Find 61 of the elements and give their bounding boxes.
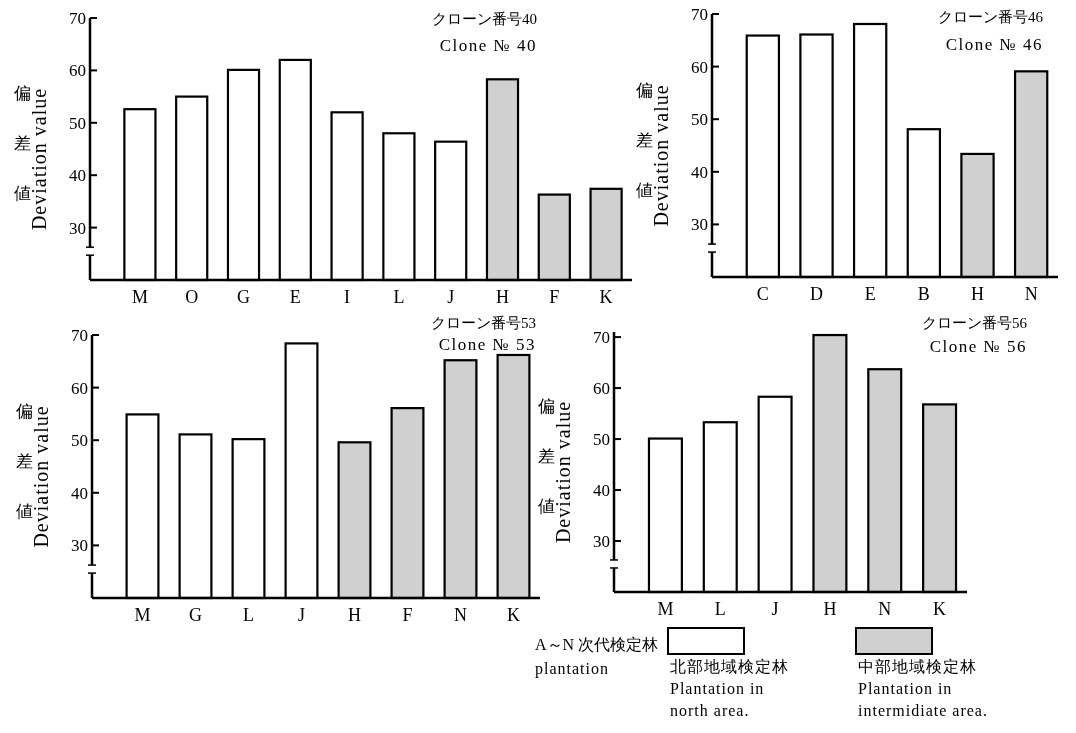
y-tick-label: 50 xyxy=(691,110,708,130)
x-tick-label: I xyxy=(344,287,351,307)
x-tick-label: G xyxy=(237,287,250,307)
y-tick-label: 30 xyxy=(691,215,708,235)
x-tick-label: B xyxy=(917,284,930,304)
x-tick-label: N xyxy=(454,605,467,625)
legend-title: A～N 次代検定林 plantation xyxy=(535,636,659,678)
chart-title: クローン番号56 xyxy=(922,315,1028,331)
x-tick-label: E xyxy=(289,287,301,307)
legend-label: 北部地域検定林 Plantation in north area. xyxy=(670,658,789,719)
x-tick-label: F xyxy=(549,287,560,307)
y-tick-label: 30 xyxy=(69,218,86,238)
text: Clone № 40 xyxy=(439,36,537,55)
chart-title: クローン番号53 xyxy=(431,315,536,331)
x-tick-label: N xyxy=(1024,284,1038,304)
y-tick-label: 50 xyxy=(69,113,86,133)
x-tick-label: M xyxy=(131,287,148,307)
y-tick-label: 70 xyxy=(593,328,610,348)
legend-label: 中部地域検定林 Plantation in intermidiate area. xyxy=(858,658,988,719)
y-tick-label: 50 xyxy=(71,431,88,451)
y-tick-label: 40 xyxy=(691,162,708,182)
x-tick-label: L xyxy=(393,287,405,307)
x-tick-label: K xyxy=(599,287,613,307)
chart-subtitle: Clone № 53 xyxy=(438,335,536,354)
y-tick-label: 30 xyxy=(71,536,88,556)
y-tick-label: 60 xyxy=(69,61,86,81)
y-tick-label: 60 xyxy=(691,57,708,77)
x-tick-label: O xyxy=(185,287,199,307)
text: Clone № 46 xyxy=(945,35,1043,54)
y-tick-label: 40 xyxy=(593,481,610,501)
y-tick-label: 50 xyxy=(593,430,610,450)
x-tick-label: N xyxy=(878,599,892,619)
x-tick-label: M xyxy=(134,605,151,625)
x-tick-label: E xyxy=(864,284,876,304)
y-tick-label: 40 xyxy=(69,166,86,186)
x-tick-label: C xyxy=(756,284,769,304)
y-tick-label: 70 xyxy=(69,9,86,28)
chart-title: クローン番号46 xyxy=(938,9,1044,25)
x-tick-label: H xyxy=(348,605,361,625)
y-tick-label: 30 xyxy=(593,532,610,552)
y-tick-label: 60 xyxy=(71,378,88,398)
x-tick-label: H xyxy=(823,599,837,619)
x-tick-label: D xyxy=(810,284,823,304)
y-tick-label: 60 xyxy=(593,379,610,399)
x-tick-label: M xyxy=(657,599,674,619)
y-tick-label: 70 xyxy=(71,326,88,345)
x-tick-label: J xyxy=(771,599,779,619)
x-tick-label: J xyxy=(447,287,455,307)
y-tick-label: 70 xyxy=(691,5,708,24)
chart-subtitle: Clone № 56 xyxy=(929,337,1027,356)
x-tick-label: F xyxy=(402,605,413,625)
x-tick-label: L xyxy=(243,605,254,625)
x-tick-label: H xyxy=(971,284,984,304)
y-tick-label: 40 xyxy=(71,483,88,503)
x-tick-label: G xyxy=(189,605,202,625)
x-tick-label: J xyxy=(297,605,306,625)
x-tick-label: H xyxy=(496,287,509,307)
x-tick-label: K xyxy=(933,599,947,619)
x-tick-label: L xyxy=(714,599,726,619)
x-tick-label: K xyxy=(507,605,520,625)
chart-title: クローン番号40 xyxy=(432,11,537,27)
